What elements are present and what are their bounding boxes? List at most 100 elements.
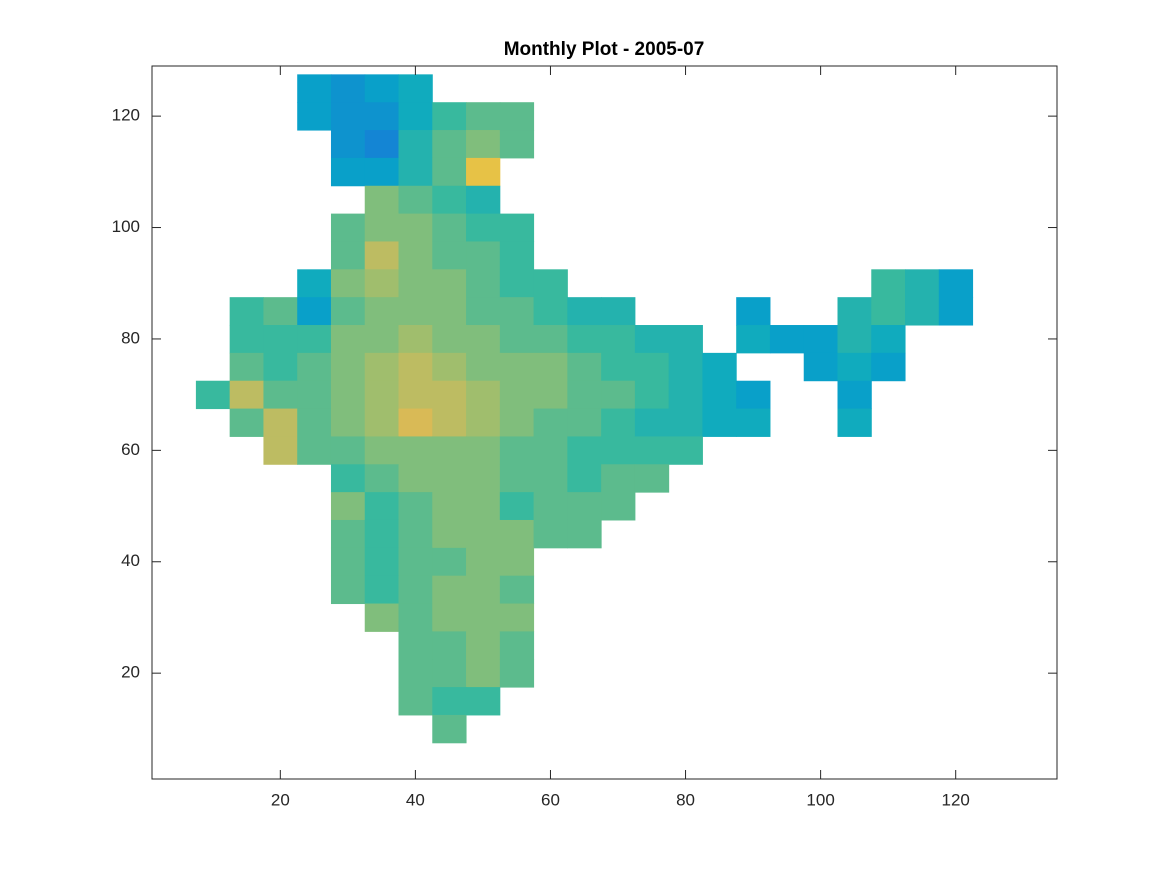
x-tick-label: 120 [942, 790, 970, 809]
heatmap-cell [364, 130, 400, 159]
heatmap-cell [330, 157, 366, 187]
heatmap-cell [432, 714, 467, 744]
heatmap-cell [398, 352, 433, 382]
heatmap-cell [432, 269, 467, 298]
heatmap-cell [398, 659, 433, 688]
heatmap-cell [398, 603, 433, 632]
heatmap-cell [905, 297, 940, 326]
heatmap-cell [499, 102, 535, 131]
heatmap-cell [398, 157, 433, 187]
heatmap-cell [330, 547, 366, 577]
heatmap-cell [634, 380, 670, 410]
heatmap-cell [837, 352, 872, 382]
heatmap-cell [432, 213, 467, 242]
heatmap-cell [297, 325, 332, 354]
heatmap-cell [601, 408, 636, 437]
heatmap-cell [263, 408, 298, 437]
heatmap-cell [297, 352, 332, 382]
heatmap-cell [432, 492, 467, 521]
heatmap-cell [263, 352, 298, 382]
heatmap-cell [364, 74, 400, 103]
heatmap-cell [297, 102, 332, 131]
heatmap-cell [837, 297, 872, 326]
heatmap-cell [601, 436, 636, 465]
heatmap-cell [364, 547, 400, 577]
heatmap-cell [330, 325, 366, 354]
heatmap-cell [466, 102, 501, 131]
heatmap-cell [601, 352, 636, 382]
heatmap-cell [533, 297, 568, 326]
heatmap-cell [634, 464, 670, 493]
heatmap-cell [364, 464, 400, 493]
heatmap-cell [466, 185, 501, 215]
heatmap-cell [364, 352, 400, 382]
heatmap-cell [398, 269, 433, 298]
heatmap-cell [330, 519, 366, 549]
heatmap-cell [466, 519, 501, 549]
heatmap-cell [432, 436, 467, 465]
heatmap-cell [398, 130, 433, 159]
heatmap-cell [634, 352, 670, 382]
heatmap-cell [837, 380, 872, 410]
heatmap-cell [330, 297, 366, 326]
heatmap-cell [263, 297, 298, 326]
heatmap-cell [229, 297, 264, 326]
heatmap-cell [297, 380, 332, 410]
heatmap-cell [364, 213, 400, 242]
heatmap-cell [330, 241, 366, 270]
heatmap-cell [702, 352, 737, 382]
heatmap-cell [938, 297, 974, 326]
heatmap-cell [398, 687, 433, 716]
heatmap-cell [567, 297, 602, 326]
heatmap-cell [432, 575, 467, 605]
heatmap-cell [330, 408, 366, 437]
y-tick-label: 60 [121, 440, 140, 459]
heatmap-cell [634, 436, 670, 465]
heatmap-cell [330, 74, 366, 103]
heatmap-cell [432, 603, 467, 632]
x-tick-label: 40 [406, 790, 425, 809]
heatmap-cell [871, 352, 906, 382]
heatmap-cell [364, 185, 400, 215]
x-tick-label: 80 [676, 790, 695, 809]
x-tick-label: 20 [271, 790, 290, 809]
heatmap-cell [432, 408, 467, 437]
heatmap-cell [195, 380, 231, 410]
heatmap-cell [330, 380, 366, 410]
heatmap-cell [499, 492, 535, 521]
heatmap-cell [432, 547, 467, 577]
heatmap-cell [364, 575, 400, 605]
heatmap-cell [229, 380, 264, 410]
heatmap-cell [229, 325, 264, 354]
heatmap-cell [432, 325, 467, 354]
heatmap-cell [702, 408, 737, 437]
heatmap-cell [466, 603, 501, 632]
heatmap-cell [466, 436, 501, 465]
heatmap-cell [466, 464, 501, 493]
heatmap-cell [466, 130, 501, 159]
heatmap-cell [837, 325, 872, 354]
heatmap-cell [297, 436, 332, 465]
heatmap-cell [499, 213, 535, 242]
heatmap-cell [398, 102, 433, 131]
heatmap-cell [466, 687, 501, 716]
heatmap-cell [229, 352, 264, 382]
heatmap-cell [499, 269, 535, 298]
heatmap-cell [364, 297, 400, 326]
heatmap-cell [398, 380, 433, 410]
y-tick-label: 20 [121, 663, 140, 682]
heatmap-cell [263, 436, 298, 465]
heatmap-cell [533, 352, 568, 382]
heatmap-cell [668, 408, 703, 437]
heatmap-cell [938, 269, 974, 298]
heatmap-cell [567, 325, 602, 354]
heatmap-cell [601, 297, 636, 326]
heatmap-cell [364, 492, 400, 521]
heatmap-cell [432, 464, 467, 493]
heatmap-cell [533, 408, 568, 437]
heatmap-cell [499, 241, 535, 270]
heatmap-cell [499, 408, 535, 437]
heatmap-cell [466, 408, 501, 437]
heatmap-cell [499, 297, 535, 326]
